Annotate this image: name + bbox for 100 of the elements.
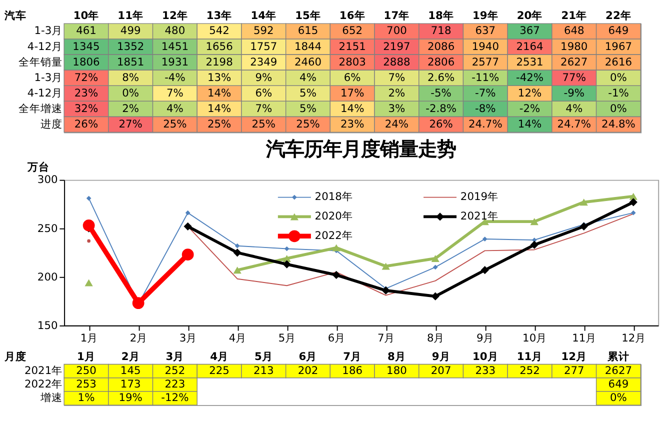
x-tick-label: 12年	[162, 9, 188, 22]
x-tick-label: 7月	[377, 331, 396, 344]
point	[580, 198, 588, 206]
y-tick-label: 全年销量	[18, 55, 63, 68]
data-label: 615	[298, 24, 318, 38]
x-tick-label: 11月	[572, 331, 597, 344]
x-tick-label: 2月	[130, 331, 148, 344]
point	[234, 243, 240, 248]
data-label: 207	[430, 364, 452, 377]
data-label: 461	[76, 24, 96, 38]
data-label: 1%	[78, 391, 95, 404]
point	[282, 260, 291, 268]
point	[86, 196, 92, 201]
data-label: -1%	[608, 86, 629, 100]
data-label: 2197	[383, 40, 410, 53]
data-label: -2.8%	[426, 102, 457, 115]
data-label: -42%	[516, 70, 544, 84]
data-label: -7%	[475, 86, 496, 100]
data-label: 649	[608, 378, 629, 391]
data-label: 480	[164, 24, 186, 38]
data-label: 1757	[250, 40, 278, 53]
data-label: 648	[564, 24, 585, 38]
data-label: 2%	[388, 86, 406, 100]
point	[482, 236, 488, 242]
point	[382, 262, 390, 270]
y-tick-label: 2021年	[24, 364, 63, 377]
y-axis-title: 万台	[26, 160, 50, 174]
data-label: 2.6%	[428, 70, 455, 84]
data-label: -5%	[430, 86, 452, 100]
point	[382, 286, 390, 295]
point	[185, 210, 190, 216]
data-label: 2888	[383, 55, 410, 68]
data-label: 2%	[122, 102, 140, 115]
data-label: 5%	[300, 86, 316, 100]
point	[284, 246, 290, 252]
data-label: 250	[76, 364, 97, 377]
x-tick-label: 16年	[339, 9, 366, 22]
point	[87, 239, 90, 243]
data-label: 7%	[388, 70, 406, 84]
y-tick-label: 4-12月	[27, 40, 63, 53]
data-label: 2086	[427, 40, 455, 53]
data-label: 223	[164, 378, 186, 391]
point	[184, 222, 192, 230]
x-tick-label: 19年	[472, 9, 498, 22]
x-tick-label: 8月	[387, 350, 406, 363]
point	[432, 264, 438, 270]
data-label: 253	[76, 378, 96, 391]
y-tick-label: 300	[37, 173, 58, 186]
data-label: 4%	[566, 102, 583, 115]
data-label: 4%	[300, 70, 316, 84]
data-label: 499	[120, 24, 141, 38]
point	[630, 210, 636, 216]
data-label: 2616	[604, 55, 632, 68]
x-tick-label: 13年	[206, 9, 232, 22]
legend-label: 2019年	[460, 190, 499, 204]
data-label: 186	[342, 364, 363, 377]
data-label: 6%	[255, 86, 272, 100]
data-label: -8%	[475, 102, 496, 115]
data-label: 1806	[72, 55, 100, 68]
point	[82, 220, 95, 232]
x-tick-label: 7月	[343, 350, 362, 363]
data-label: 32%	[74, 102, 98, 115]
data-label: 542	[209, 24, 230, 38]
data-label: 2627	[560, 55, 588, 68]
data-label: 0%	[610, 102, 627, 115]
y-tick-label: 增速	[40, 391, 63, 404]
data-label: 225	[209, 364, 230, 377]
y-tick-label: 200	[37, 270, 58, 284]
data-label: 252	[520, 364, 540, 377]
data-label: 1967	[604, 40, 632, 53]
data-label: -9%	[564, 86, 584, 100]
point	[233, 266, 242, 274]
y-tick-label: 全年增速	[18, 102, 63, 115]
data-label: -11%	[472, 70, 500, 84]
data-label: 14%	[340, 102, 364, 115]
chart-title: 汽车历年月度销量走势	[265, 138, 456, 161]
data-label: 17%	[340, 86, 364, 100]
point	[182, 248, 194, 261]
data-label: 72%	[74, 70, 98, 84]
data-label: 26%	[429, 117, 453, 130]
x-tick-label: 2月	[121, 350, 140, 363]
y-tick-label: 250	[37, 222, 58, 235]
point	[530, 218, 538, 226]
point	[233, 248, 242, 257]
data-label: 2577	[472, 55, 499, 68]
data-label: 1844	[294, 40, 322, 53]
data-label: 213	[253, 364, 274, 377]
data-label: 23%	[74, 86, 98, 100]
x-tick-label: 18年	[428, 9, 454, 22]
point	[282, 254, 291, 262]
y-tick-label: 150	[37, 318, 58, 332]
data-label: 1931	[161, 55, 189, 68]
x-tick-label: 3月	[179, 331, 198, 344]
x-tick-label: 22年	[606, 9, 632, 22]
data-label: 8%	[122, 70, 140, 84]
point	[580, 222, 588, 230]
data-label: 145	[120, 364, 141, 377]
data-label: 1345	[72, 40, 100, 53]
data-label: 2627	[604, 364, 632, 377]
data-label: 25%	[163, 117, 187, 130]
